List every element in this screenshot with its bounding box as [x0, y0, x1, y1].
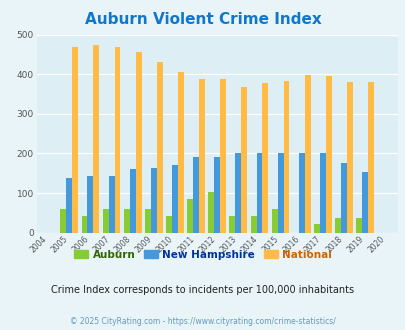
Bar: [229, 216, 235, 233]
Text: © 2025 CityRating.com - https://www.cityrating.com/crime-statistics/: © 2025 CityRating.com - https://www.city…: [70, 317, 335, 326]
Bar: [156, 62, 162, 233]
Legend: Auburn, New Hampshire, National: Auburn, New Hampshire, National: [70, 246, 335, 264]
Bar: [361, 173, 367, 233]
Bar: [340, 163, 346, 233]
Bar: [283, 81, 289, 233]
Bar: [277, 153, 283, 233]
Bar: [304, 75, 310, 233]
Bar: [346, 82, 352, 233]
Bar: [177, 72, 183, 233]
Bar: [145, 209, 151, 233]
Text: Crime Index corresponds to incidents per 100,000 inhabitants: Crime Index corresponds to incidents per…: [51, 285, 354, 295]
Bar: [262, 83, 268, 233]
Bar: [325, 76, 331, 233]
Bar: [66, 178, 72, 233]
Bar: [187, 199, 193, 233]
Bar: [172, 165, 177, 233]
Bar: [235, 153, 241, 233]
Bar: [334, 217, 340, 233]
Bar: [108, 177, 114, 233]
Bar: [151, 168, 156, 233]
Bar: [198, 80, 205, 233]
Bar: [135, 52, 141, 233]
Bar: [102, 209, 108, 233]
Bar: [124, 209, 130, 233]
Bar: [60, 209, 66, 233]
Bar: [355, 217, 361, 233]
Bar: [256, 153, 262, 233]
Bar: [72, 47, 78, 233]
Bar: [87, 177, 93, 233]
Bar: [130, 169, 135, 233]
Bar: [81, 216, 87, 233]
Bar: [208, 192, 214, 233]
Bar: [367, 82, 373, 233]
Bar: [214, 157, 220, 233]
Bar: [271, 209, 277, 233]
Bar: [298, 153, 304, 233]
Text: Auburn Violent Crime Index: Auburn Violent Crime Index: [84, 12, 321, 26]
Bar: [114, 47, 120, 233]
Bar: [241, 87, 247, 233]
Bar: [250, 216, 256, 233]
Bar: [193, 157, 198, 233]
Bar: [220, 80, 226, 233]
Bar: [93, 45, 99, 233]
Bar: [319, 153, 325, 233]
Bar: [166, 216, 172, 233]
Bar: [313, 224, 319, 233]
